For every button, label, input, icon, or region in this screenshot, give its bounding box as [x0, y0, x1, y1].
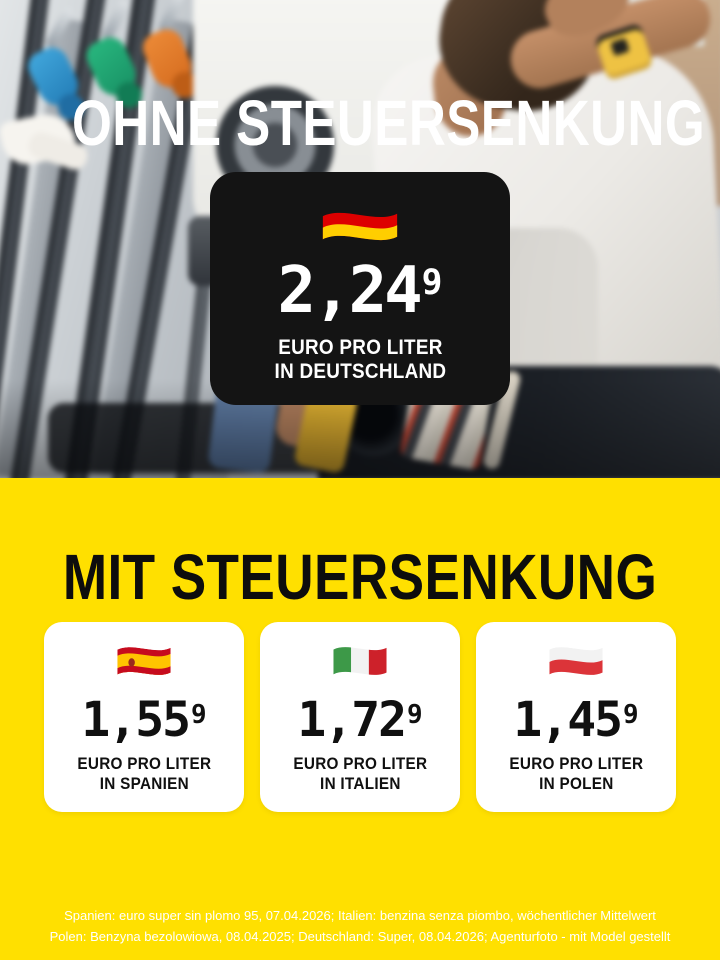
label-line: IN DEUTSCHLAND	[274, 360, 446, 384]
poland-price-card: 1,459 EURO PRO LITER IN POLEN	[476, 622, 676, 812]
spain-price: 1,559	[81, 694, 206, 747]
source-disclaimer: Spanien: euro super sin plomo 95, 07.04.…	[0, 905, 720, 947]
price-superscript: 9	[190, 699, 207, 730]
price-value: 1,45	[513, 692, 623, 748]
germany-price: 2,249	[277, 254, 443, 328]
italy-price: 1,729	[297, 694, 422, 747]
label-line: EURO PRO LITER	[509, 753, 643, 773]
price-value: 1,72	[297, 692, 407, 748]
nozzle-knob	[58, 94, 84, 120]
poland-flag-icon	[549, 647, 603, 675]
italy-price-label: EURO PRO LITER IN ITALIEN	[293, 754, 427, 795]
label-line: IN SPANIEN	[99, 774, 189, 794]
gas-station-photo: OHNE STEUERSENKUNG 2,249 EURO PRO LITER …	[0, 0, 720, 478]
spain-price-card: 1,559 EURO PRO LITER IN SPANIEN	[44, 622, 244, 812]
nozzle-knob	[116, 82, 142, 108]
disclaimer-line: Spanien: euro super sin plomo 95, 07.04.…	[64, 907, 656, 923]
price-value: 1,55	[81, 692, 191, 748]
label-line: IN POLEN	[538, 774, 614, 794]
label-line: EURO PRO LITER	[277, 335, 443, 359]
label-line: EURO PRO LITER	[293, 753, 427, 773]
poland-price: 1,459	[513, 694, 638, 747]
italy-price-card: 1,729 EURO PRO LITER IN ITALIEN	[260, 622, 460, 812]
price-superscript: 9	[421, 263, 443, 304]
italy-flag-icon	[333, 647, 387, 675]
price-superscript: 9	[622, 699, 639, 730]
spain-flag-icon	[117, 647, 171, 675]
label-line: IN ITALIEN	[319, 774, 401, 794]
headline-without-tax-cut: OHNE STEUERSENKUNG	[72, 87, 706, 159]
price-value: 2,24	[277, 254, 423, 328]
disclaimer-line: Polen: Benzyna bezolowiowa, 08.04.2025; …	[49, 928, 671, 944]
spain-price-label: EURO PRO LITER IN SPANIEN	[77, 754, 211, 795]
poland-price-label: EURO PRO LITER IN POLEN	[509, 754, 643, 795]
label-line: EURO PRO LITER	[77, 753, 211, 773]
germany-flag-icon	[322, 201, 398, 241]
headline-with-tax-cut: MIT STEUERSENKUNG	[62, 541, 658, 613]
germany-price-card: 2,249 EURO PRO LITER IN DEUTSCHLAND	[210, 172, 510, 405]
germany-price-label: EURO PRO LITER IN DEUTSCHLAND	[274, 336, 446, 385]
tax-cut-section: MIT STEUERSENKUNG 1,559 EURO PRO LITER I…	[0, 478, 720, 960]
price-superscript: 9	[406, 699, 423, 730]
country-cards-row: 1,559 EURO PRO LITER IN SPANIEN 1,729	[44, 622, 676, 812]
